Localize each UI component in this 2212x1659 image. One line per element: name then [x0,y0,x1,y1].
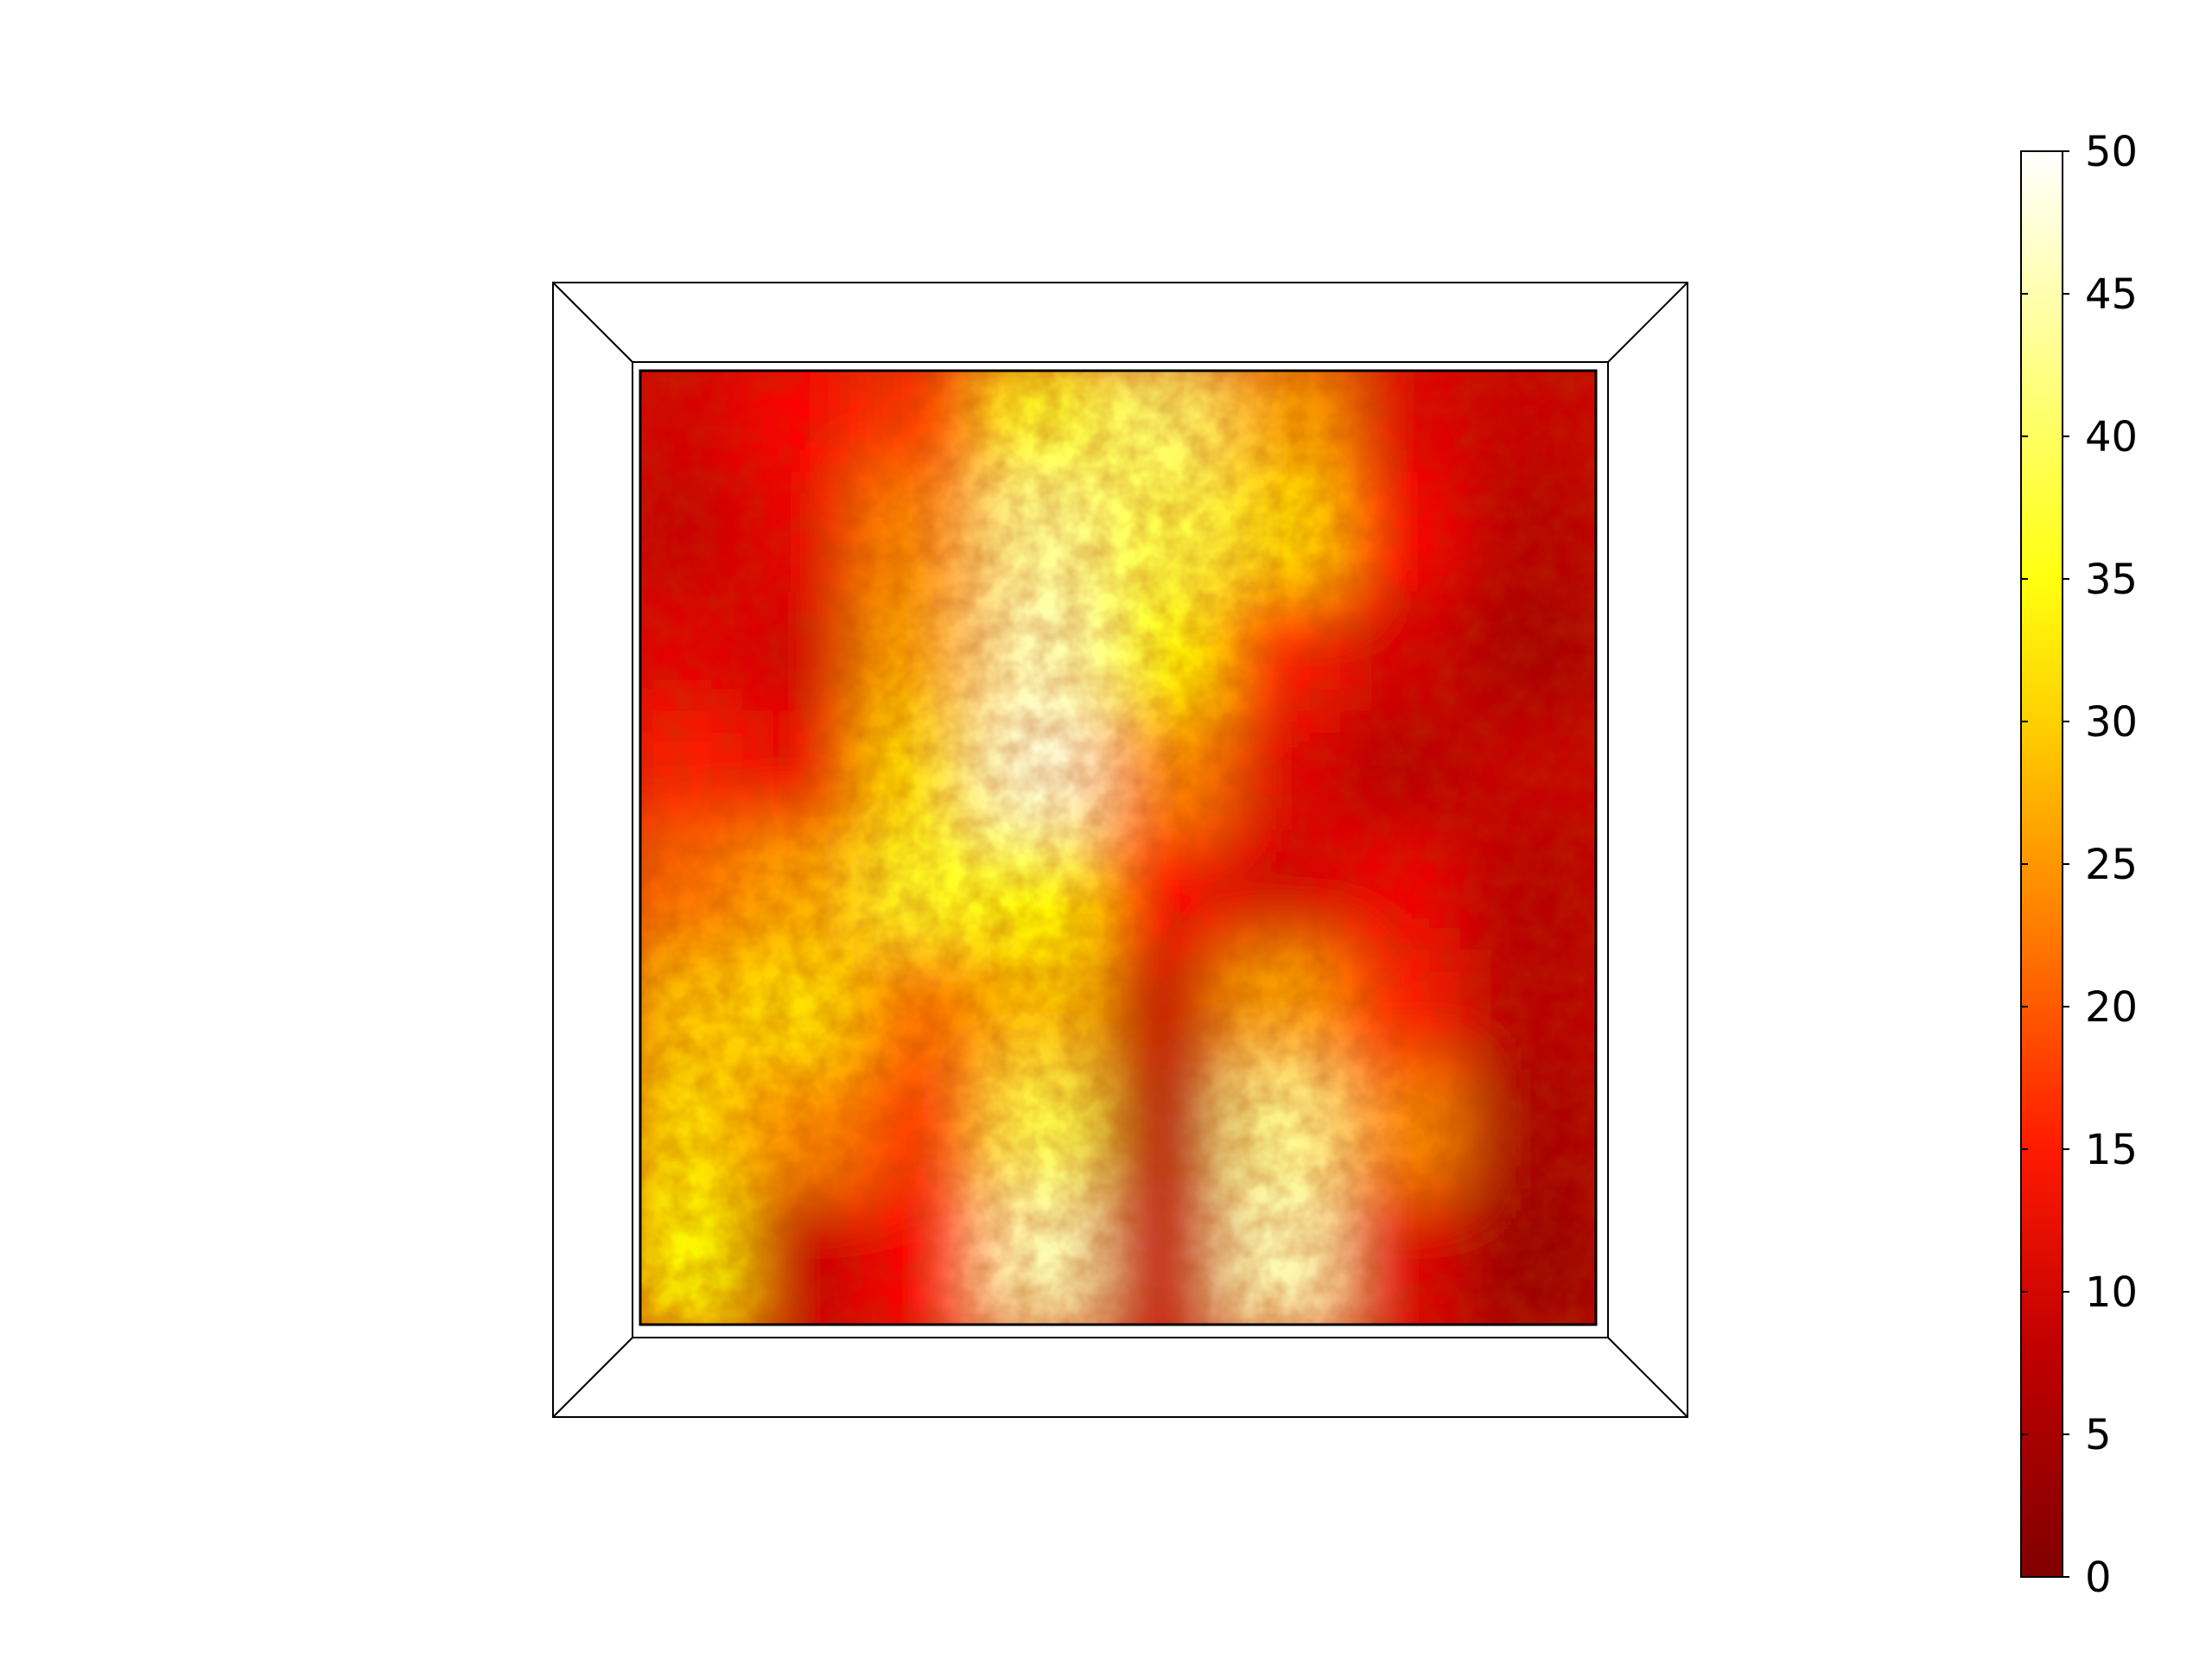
colorbar-tick-label: 35 [2085,556,2138,604]
colorbar-tick-label: 5 [2085,1411,2112,1459]
box-corner-edge [1607,282,1688,363]
heatmap-grain-overlay [639,370,1597,1325]
colorbar-tick-label: 20 [2085,983,2138,1032]
box-inner-edge [632,361,1609,1338]
box-outer-edge [552,282,1688,1418]
heatmap-field [639,370,1597,1325]
colorbar-tick-label: 15 [2085,1126,2138,1174]
colorbar-tick-label: 0 [2085,1554,2112,1602]
colorbar-tick-label: 45 [2085,270,2138,319]
colorbar-tick-label: 10 [2085,1268,2138,1317]
colorbar-tick-label: 25 [2085,841,2138,889]
box-corner-edge [552,282,633,363]
heatmap-border [639,369,1598,1326]
colorbar-tick-label: 40 [2085,413,2138,461]
colorbar-tick-label: 30 [2085,698,2138,747]
box-corner-edge [1607,1337,1688,1418]
colorbar: 0 5 10 15 20 25 30 35 40 45 50 [2020,128,2138,1602]
box-corner-edge [552,1337,633,1418]
colorbar-tick-label: 50 [2085,128,2138,176]
box-frame [552,282,1688,1418]
